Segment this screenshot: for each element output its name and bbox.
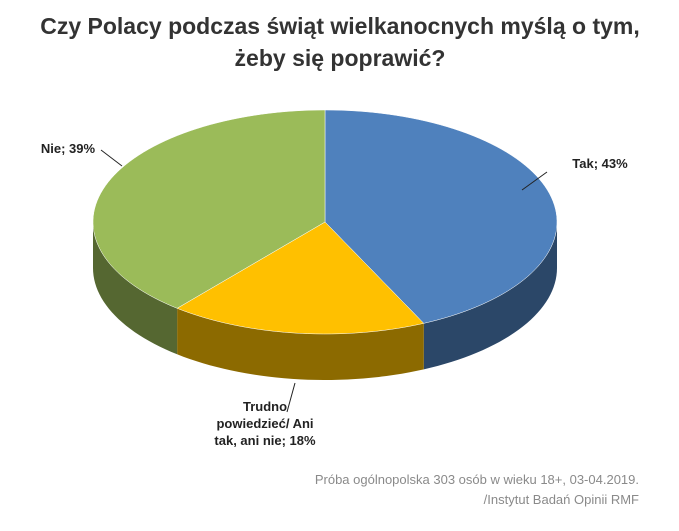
- data-label: Nie; 39%: [40, 141, 96, 156]
- note: /Instytut Badań Opinii RMF: [483, 492, 639, 507]
- data-label: Trudno powiedzieć/ Ani tak, ani nie; 18%: [214, 399, 316, 448]
- note: Próba ogólnopolska 303 osób w wieku 18+,…: [314, 472, 639, 487]
- data-label: Tak; 43%: [572, 156, 628, 171]
- chart-title: Czy Polacy podczas świąt wielkanocnych m…: [40, 13, 640, 71]
- leader-line: [521, 171, 548, 191]
- slice-side: [93, 222, 178, 355]
- slice-side: [423, 222, 557, 370]
- leader-line: [286, 382, 296, 413]
- slice: [176, 221, 425, 335]
- slice: [324, 109, 558, 324]
- leader-line: [100, 149, 123, 167]
- slice: [92, 109, 326, 309]
